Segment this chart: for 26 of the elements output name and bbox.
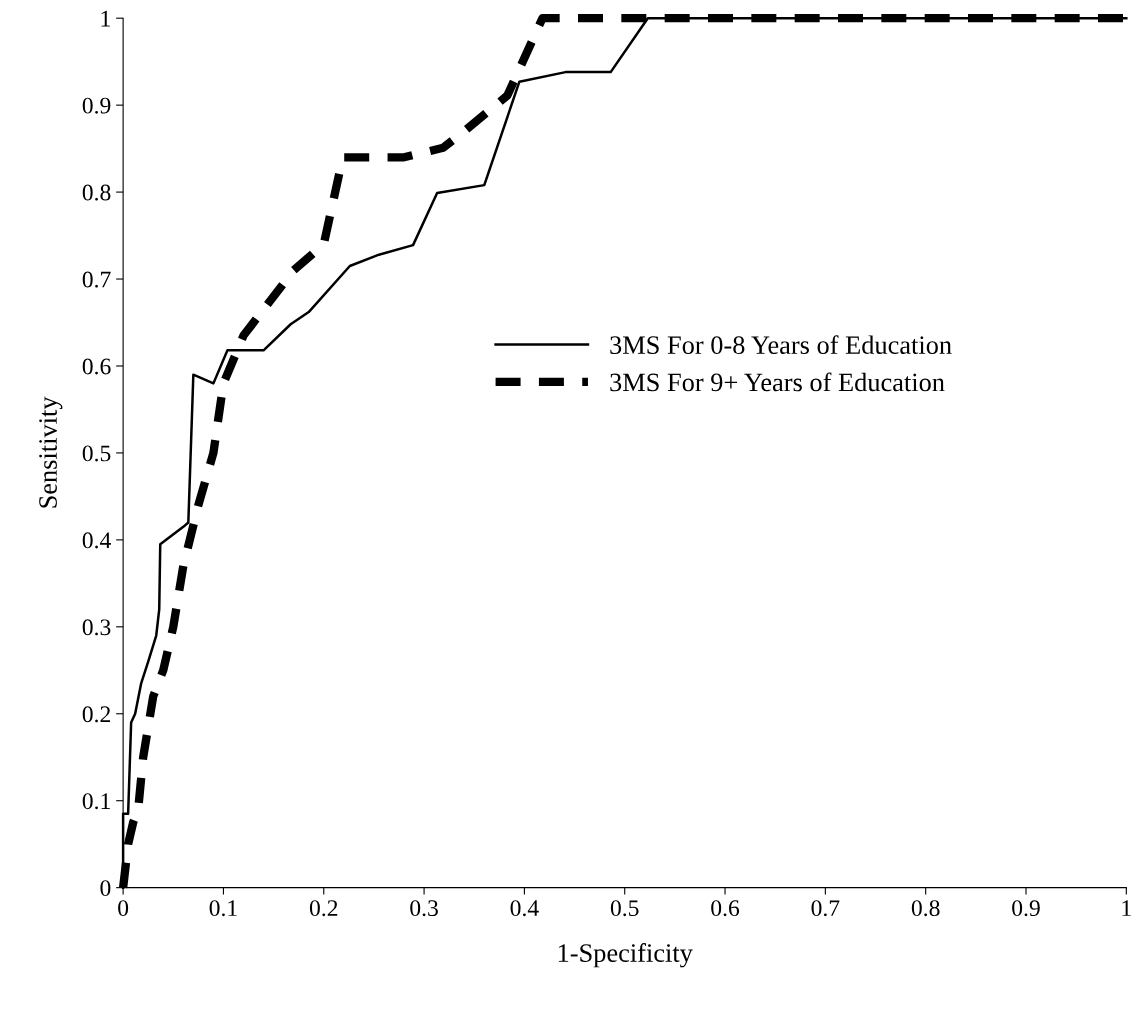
x-tick-label: 0.6: [711, 900, 740, 917]
y-tick-label: 0.9: [82, 97, 111, 114]
legend-label: 3MS For 0-8 Years of Education: [610, 335, 952, 355]
x-tick-label: 0.1: [209, 900, 237, 917]
y-axis-title: Sensitivity: [39, 396, 63, 508]
x-tick-label: 0.8: [911, 900, 940, 917]
x-tick-label: 0.2: [309, 900, 338, 917]
legend-label: 3MS For 9+ Years of Education: [610, 372, 945, 392]
x-tick-label: 0.9: [1012, 900, 1040, 917]
y-tick-label: 1: [101, 10, 110, 27]
y-tick-label: 0.2: [82, 706, 111, 723]
x-tick-label: 0.5: [610, 900, 639, 917]
x-tick-label: 0.7: [811, 900, 840, 917]
x-axis-title: 1-Specificity: [558, 943, 693, 968]
y-tick-label: 0.6: [82, 358, 111, 375]
y-tick-label: 0.5: [82, 445, 111, 462]
y-tick-label: 0.4: [82, 532, 111, 549]
y-tick-label: 0.1: [82, 793, 110, 810]
y-tick-label: 0.8: [82, 184, 111, 201]
y-tick-label: 0: [100, 880, 111, 897]
y-tick-label: 0.7: [82, 271, 111, 288]
x-tick-label: 0.4: [510, 900, 539, 917]
x-tick-label: 0.3: [410, 900, 438, 917]
y-tick-label: 0.3: [82, 619, 111, 636]
x-tick-label: 1: [1122, 900, 1131, 916]
x-tick-label: 0: [118, 900, 129, 917]
